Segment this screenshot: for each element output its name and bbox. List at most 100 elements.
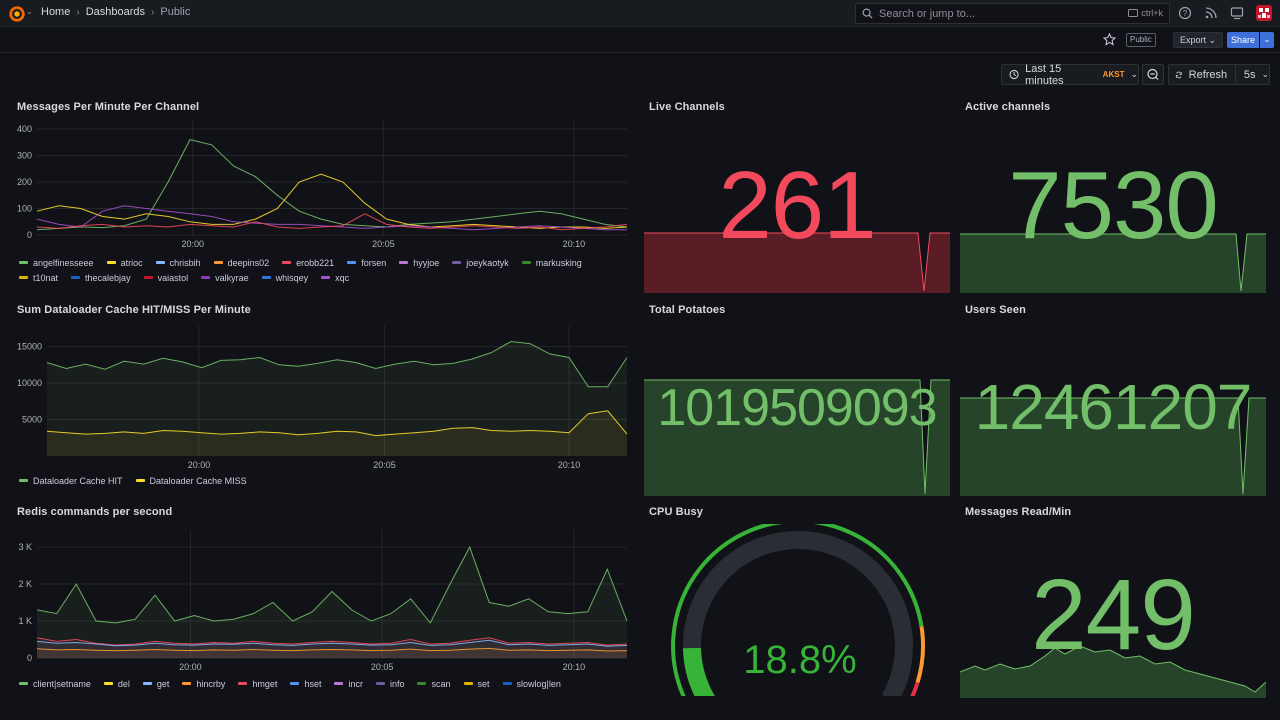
avatar-icon xyxy=(1256,5,1272,21)
legend-label: hincrby xyxy=(196,678,226,689)
legend-swatch xyxy=(71,276,81,279)
series-line[interactable] xyxy=(36,639,628,647)
news-rss-icon[interactable] xyxy=(1204,6,1218,20)
redis-timeseries-chart[interactable]: 3 K 2 K 1 K 0 20:00 20:05 20:10 xyxy=(17,530,629,674)
user-avatar[interactable] xyxy=(1256,5,1272,21)
panel-title: Messages Read/Min xyxy=(965,506,1072,518)
legend-item[interactable]: set xyxy=(463,678,490,689)
time-range-picker[interactable]: Last 15 minutes AKST ⌄ xyxy=(1001,62,1139,87)
legend-item[interactable]: Dataloader Cache HIT xyxy=(19,475,123,486)
legend-label: scan xyxy=(431,678,451,689)
search-input[interactable]: Search or jump to... ctrl+k xyxy=(855,3,1170,24)
series-area xyxy=(47,341,627,456)
y-tick-label: 10000 xyxy=(17,378,42,388)
x-tick-label: 20:05 xyxy=(373,460,396,470)
legend-item[interactable]: erobb221 xyxy=(282,257,334,268)
chart-legend: client|setname del get hincrby hmget hset incr… xyxy=(19,678,619,689)
breadcrumb-home[interactable]: Home xyxy=(41,6,71,18)
help-icon[interactable]: ? xyxy=(1178,6,1192,20)
legend-item[interactable]: t10nat xyxy=(19,272,58,283)
top-navbar: ⌄ Home › Dashboards › Public Search or j… xyxy=(0,0,1280,27)
legend-label: Dataloader Cache HIT xyxy=(33,475,123,486)
legend-item[interactable]: atrioc xyxy=(106,257,143,268)
x-tick-label: 20:00 xyxy=(179,662,202,672)
legend-label: hmget xyxy=(252,678,278,689)
breadcrumb-public: Public xyxy=(160,6,191,18)
series-line[interactable] xyxy=(36,637,628,646)
legend-item[interactable]: markusking xyxy=(521,257,582,268)
legend-item[interactable]: hincrby xyxy=(182,678,225,689)
grafana-logo-icon[interactable] xyxy=(8,5,26,23)
legend-item[interactable]: joeykaotyk xyxy=(452,257,509,268)
legend-swatch xyxy=(106,261,116,264)
legend-item[interactable]: slowlog|len xyxy=(502,678,561,689)
series-line[interactable] xyxy=(36,545,628,624)
legend-item[interactable]: forsen xyxy=(347,257,386,268)
export-button[interactable]: Export ⌄ xyxy=(1173,32,1224,48)
y-tick-label: 5000 xyxy=(22,415,42,425)
kiosk-mode-icon[interactable] xyxy=(1230,6,1244,20)
chart-legend: Dataloader Cache HIT Dataloader Cache MIS… xyxy=(19,475,619,486)
legend-swatch xyxy=(143,276,153,279)
stat-value: 7530 xyxy=(1008,152,1219,259)
legend-item[interactable]: client|setname xyxy=(19,678,91,689)
legend-item[interactable]: scan xyxy=(417,678,451,689)
star-favorite-icon[interactable] xyxy=(1103,33,1116,46)
export-label: Export xyxy=(1180,35,1207,45)
keyboard-icon xyxy=(1128,9,1139,17)
share-dropdown-chevron-icon[interactable]: ⌄ xyxy=(1260,32,1274,48)
series-line[interactable] xyxy=(36,647,628,652)
legend-label: angelfinesseee xyxy=(33,257,94,268)
legend-item[interactable]: thecalebjay xyxy=(71,272,131,283)
x-tick-label: 20:00 xyxy=(188,460,211,470)
legend-label: Dataloader Cache MISS xyxy=(149,475,247,486)
active-channels-sparkline xyxy=(960,233,1266,293)
legend-swatch xyxy=(213,261,223,264)
panel-dataloader-cache: Sum Dataloader Cache HIT/MISS Per Minute… xyxy=(17,304,629,494)
panel-messages-per-minute: Messages Per Minute Per Channel 400 300 20… xyxy=(17,101,629,291)
panel-title: Active channels xyxy=(965,101,1051,113)
series-line[interactable] xyxy=(36,213,628,231)
series-area xyxy=(37,637,627,658)
legend-label: deepins02 xyxy=(227,257,270,268)
messages-read-sparkline xyxy=(960,645,1266,698)
panel-title: Live Channels xyxy=(649,101,725,113)
legend-item[interactable]: get xyxy=(142,678,169,689)
legend-item[interactable]: hyyjoe xyxy=(399,257,439,268)
legend-item[interactable]: valkyrae xyxy=(201,272,249,283)
legend-item[interactable]: whisqey xyxy=(261,272,308,283)
legend-item[interactable]: Dataloader Cache MISS xyxy=(135,475,247,486)
share-button[interactable]: Share xyxy=(1227,32,1259,48)
legend-item[interactable]: del xyxy=(103,678,130,689)
legend-item[interactable]: xqc xyxy=(321,272,349,283)
divider xyxy=(1235,65,1236,84)
legend-item[interactable]: hmget xyxy=(238,678,277,689)
messages-timeseries-chart[interactable]: 400 300 200 100 0 20:00 20:05 20:10 xyxy=(17,121,629,251)
refresh-button[interactable]: Refresh 5s ⌄ xyxy=(1168,64,1270,85)
refresh-interval[interactable]: 5s xyxy=(1243,68,1256,81)
legend-item[interactable]: info xyxy=(375,678,404,689)
legend-item[interactable]: incr xyxy=(334,678,363,689)
legend-item[interactable]: hset xyxy=(290,678,321,689)
legend-swatch xyxy=(347,261,357,264)
logo-chevron-down-icon[interactable]: ⌄ xyxy=(26,7,33,16)
legend-swatch xyxy=(142,682,152,685)
series-line[interactable] xyxy=(36,139,628,231)
y-tick-label: 100 xyxy=(17,204,32,214)
panel-cpu-busy: CPU Busy 18.8% xyxy=(644,506,950,698)
stat-value: 1019509093 xyxy=(657,379,937,437)
legend-item[interactable]: angelfinesseee xyxy=(19,257,94,268)
y-tick-label: 3 K xyxy=(18,542,32,552)
legend-swatch xyxy=(238,682,248,685)
legend-item[interactable]: deepins02 xyxy=(213,257,270,268)
series-line[interactable] xyxy=(46,340,628,388)
zoom-out-button[interactable] xyxy=(1142,64,1164,85)
dataloader-timeseries-chart[interactable]: 15000 10000 5000 20:00 20:05 20:10 xyxy=(17,326,629,472)
time-range-label: Last 15 minutes xyxy=(1025,62,1064,87)
series-line[interactable] xyxy=(46,410,628,437)
legend-item[interactable]: chrisbih xyxy=(155,257,201,268)
legend-item[interactable]: vaiastol xyxy=(143,272,188,283)
breadcrumb-dashboards[interactable]: Dashboards xyxy=(85,6,146,18)
chevron-down-icon: ⌄ xyxy=(1130,69,1138,79)
legend-swatch xyxy=(463,682,473,685)
